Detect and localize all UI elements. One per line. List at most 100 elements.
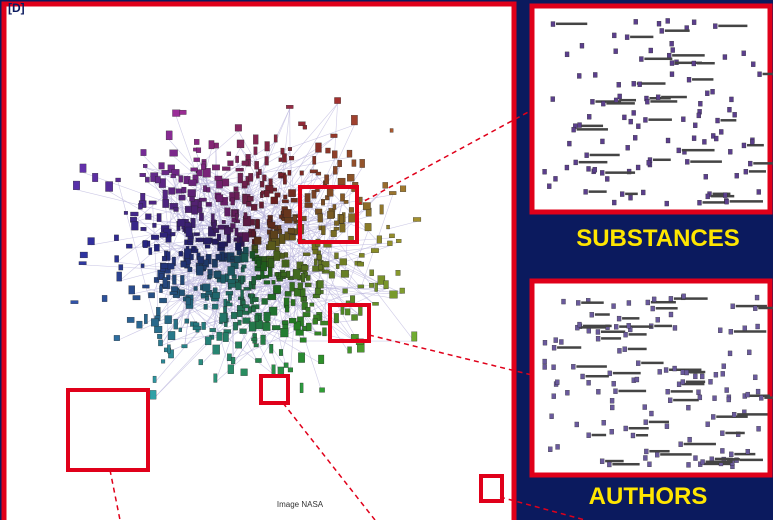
node bbox=[671, 48, 675, 53]
node bbox=[260, 181, 264, 187]
node bbox=[205, 337, 211, 345]
node bbox=[697, 113, 701, 118]
node-label bbox=[653, 159, 671, 162]
node bbox=[351, 115, 357, 125]
node bbox=[340, 259, 347, 266]
node-label bbox=[641, 362, 663, 365]
node-label bbox=[622, 317, 639, 320]
node bbox=[635, 377, 639, 382]
node bbox=[349, 207, 354, 212]
node bbox=[634, 19, 638, 24]
node bbox=[149, 248, 152, 255]
node bbox=[171, 232, 176, 236]
node bbox=[315, 332, 322, 336]
node bbox=[137, 321, 143, 328]
node bbox=[159, 298, 166, 303]
node bbox=[301, 273, 305, 282]
node bbox=[222, 220, 226, 223]
inset-title: SUBSTANCES bbox=[576, 225, 740, 252]
node bbox=[203, 186, 206, 192]
node bbox=[214, 374, 217, 383]
node bbox=[352, 160, 356, 167]
node-label bbox=[589, 190, 607, 193]
node bbox=[196, 266, 203, 276]
node bbox=[289, 156, 294, 160]
page: [D] Image NASA SUBSTANCES AUTHORS (() =>… bbox=[0, 0, 773, 520]
node bbox=[625, 35, 629, 40]
node bbox=[289, 318, 296, 323]
node bbox=[201, 164, 205, 170]
node bbox=[80, 252, 87, 258]
node bbox=[575, 422, 579, 427]
node bbox=[636, 361, 640, 366]
node bbox=[306, 323, 311, 331]
node bbox=[317, 255, 322, 260]
node bbox=[746, 392, 750, 397]
node bbox=[706, 194, 710, 199]
node bbox=[221, 275, 226, 284]
node bbox=[612, 381, 616, 386]
node bbox=[235, 124, 242, 131]
node bbox=[189, 197, 194, 202]
node bbox=[150, 390, 156, 399]
node bbox=[600, 170, 604, 175]
node bbox=[235, 213, 238, 219]
node bbox=[692, 20, 696, 25]
node bbox=[685, 159, 689, 164]
node bbox=[288, 189, 295, 196]
node bbox=[649, 48, 653, 53]
node bbox=[345, 309, 350, 315]
node bbox=[333, 204, 336, 209]
node bbox=[332, 151, 337, 159]
node bbox=[725, 388, 729, 393]
node bbox=[230, 223, 235, 228]
node bbox=[211, 214, 214, 223]
node bbox=[551, 22, 555, 27]
node bbox=[693, 456, 697, 461]
node bbox=[756, 324, 760, 329]
node-label bbox=[649, 421, 669, 424]
node bbox=[259, 202, 263, 208]
node bbox=[213, 345, 220, 354]
node bbox=[614, 49, 618, 54]
node bbox=[158, 340, 162, 346]
node bbox=[360, 159, 365, 167]
node bbox=[217, 234, 221, 241]
node bbox=[246, 202, 251, 207]
node bbox=[145, 177, 149, 182]
node bbox=[577, 322, 581, 327]
node bbox=[623, 347, 627, 352]
node-label bbox=[758, 307, 773, 310]
node bbox=[576, 300, 580, 305]
node bbox=[590, 312, 594, 317]
node bbox=[384, 281, 389, 289]
node bbox=[396, 270, 400, 275]
node bbox=[148, 293, 154, 298]
node bbox=[272, 280, 276, 284]
node bbox=[270, 231, 278, 239]
node bbox=[632, 110, 636, 115]
node bbox=[702, 139, 706, 144]
node bbox=[149, 201, 156, 204]
node bbox=[723, 193, 727, 198]
node bbox=[571, 364, 575, 369]
node-label bbox=[586, 375, 609, 378]
node-label bbox=[612, 463, 639, 466]
node bbox=[154, 244, 159, 251]
node bbox=[757, 426, 761, 431]
node bbox=[553, 176, 557, 181]
node-label bbox=[740, 459, 763, 462]
node bbox=[143, 164, 147, 167]
node bbox=[552, 394, 556, 399]
node bbox=[396, 239, 401, 242]
node bbox=[748, 161, 752, 166]
node bbox=[673, 325, 677, 330]
node-label bbox=[601, 330, 625, 333]
node bbox=[723, 55, 727, 60]
node bbox=[268, 294, 276, 300]
node bbox=[296, 330, 304, 335]
node bbox=[720, 448, 724, 453]
node bbox=[317, 280, 323, 288]
node bbox=[260, 271, 264, 279]
node bbox=[293, 215, 297, 221]
